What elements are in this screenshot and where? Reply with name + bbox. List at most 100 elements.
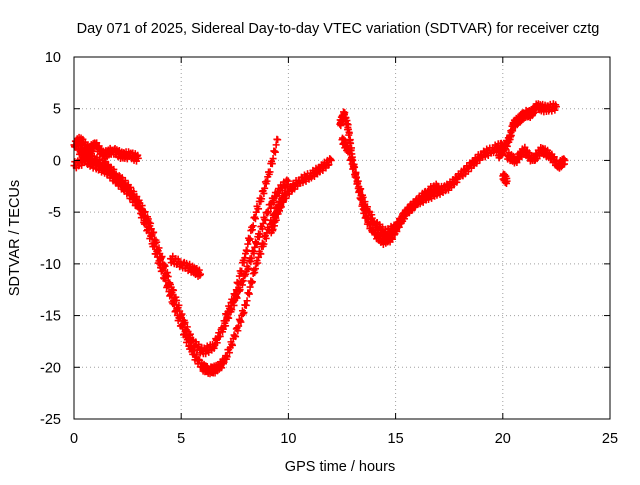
data-point [327,156,335,164]
data-point [257,250,265,258]
x-tick-label: 10 [280,431,296,447]
data-point [280,193,288,201]
data-point [134,154,142,162]
x-tick-label: 20 [495,431,511,447]
x-axis-label: GPS time / hours [285,459,395,475]
data-point [243,247,251,255]
plot-frame [73,56,611,420]
data-point [248,278,256,286]
data-point [225,314,233,322]
data-point [344,142,352,150]
grid-lines [74,57,610,419]
data-point [238,267,246,275]
x-tick-label: 0 [70,431,78,447]
series-11 [499,170,511,187]
data-point [359,193,367,201]
data-point [272,216,280,224]
data-point [235,280,243,288]
data-point [170,286,178,294]
data-point [258,195,266,203]
data-point [186,330,194,338]
data-point [226,305,234,313]
data-point [243,297,251,305]
data-point [240,309,248,317]
x-tick-label: 5 [177,431,185,447]
data-point [250,249,258,257]
data-point [251,215,259,223]
y-tick-label: -25 [40,412,61,428]
data-point [276,204,284,212]
data-point [346,149,354,157]
data-point [147,225,155,233]
data-point [552,103,560,111]
data-point [269,155,277,163]
data-point [270,198,278,206]
data-point [249,222,257,230]
data-point [274,136,282,144]
data-point [389,235,397,243]
data-points [70,100,569,378]
data-point [237,318,245,326]
data-point [216,332,224,340]
x-tick-label: 25 [602,431,618,447]
data-point [338,134,346,142]
y-tick-label: -15 [40,309,61,325]
data-point [500,146,508,154]
data-point [246,283,254,291]
chart-title: Day 071 of 2025, Sidereal Day-to-day VTE… [77,21,600,37]
series-3 [70,133,142,165]
data-point [503,177,511,185]
data-point [158,253,166,261]
series-5 [220,135,282,325]
data-point [434,182,442,190]
data-point [279,198,287,206]
data-point [229,341,237,349]
data-point [271,148,279,156]
series-9 [495,100,560,162]
data-point [347,154,355,162]
data-point [173,296,181,304]
data-point [261,184,269,192]
data-point [232,333,240,341]
axis-ticks: 0 5 10 15 20 25 -25 -20 -15 -10 -5 0 5 10 [40,50,618,447]
y-tick-label: 5 [53,102,61,118]
data-point [266,168,274,176]
data-point [235,322,243,330]
data-point [150,228,158,236]
data-point [244,240,252,248]
y-axis-label: SDTVAR / TECUs [7,180,23,296]
data-point [561,156,569,164]
data-point [245,264,253,272]
y-tick-label: -10 [40,257,61,273]
data-point [141,208,149,216]
y-tick-label: -20 [40,360,61,376]
data-point [161,262,169,270]
series-10 [503,143,569,172]
data-point [256,230,264,238]
data-point [261,216,269,224]
data-point [284,177,292,185]
data-point [253,240,261,248]
data-point [509,127,517,135]
data-point [133,193,141,201]
data-point [181,319,189,327]
data-point [164,273,172,281]
data-point [345,129,353,137]
data-point [223,353,231,361]
data-point [153,238,161,246]
series-4 [166,252,204,280]
data-point [221,317,229,325]
data-point [196,270,204,278]
data-point [239,277,247,285]
data-point [232,286,240,294]
series-6 [267,192,288,237]
y-tick-label: 0 [53,153,61,169]
data-point [248,254,256,262]
data-point [325,161,333,169]
data-point [245,290,253,298]
data-point [341,109,349,117]
data-point [400,215,408,223]
